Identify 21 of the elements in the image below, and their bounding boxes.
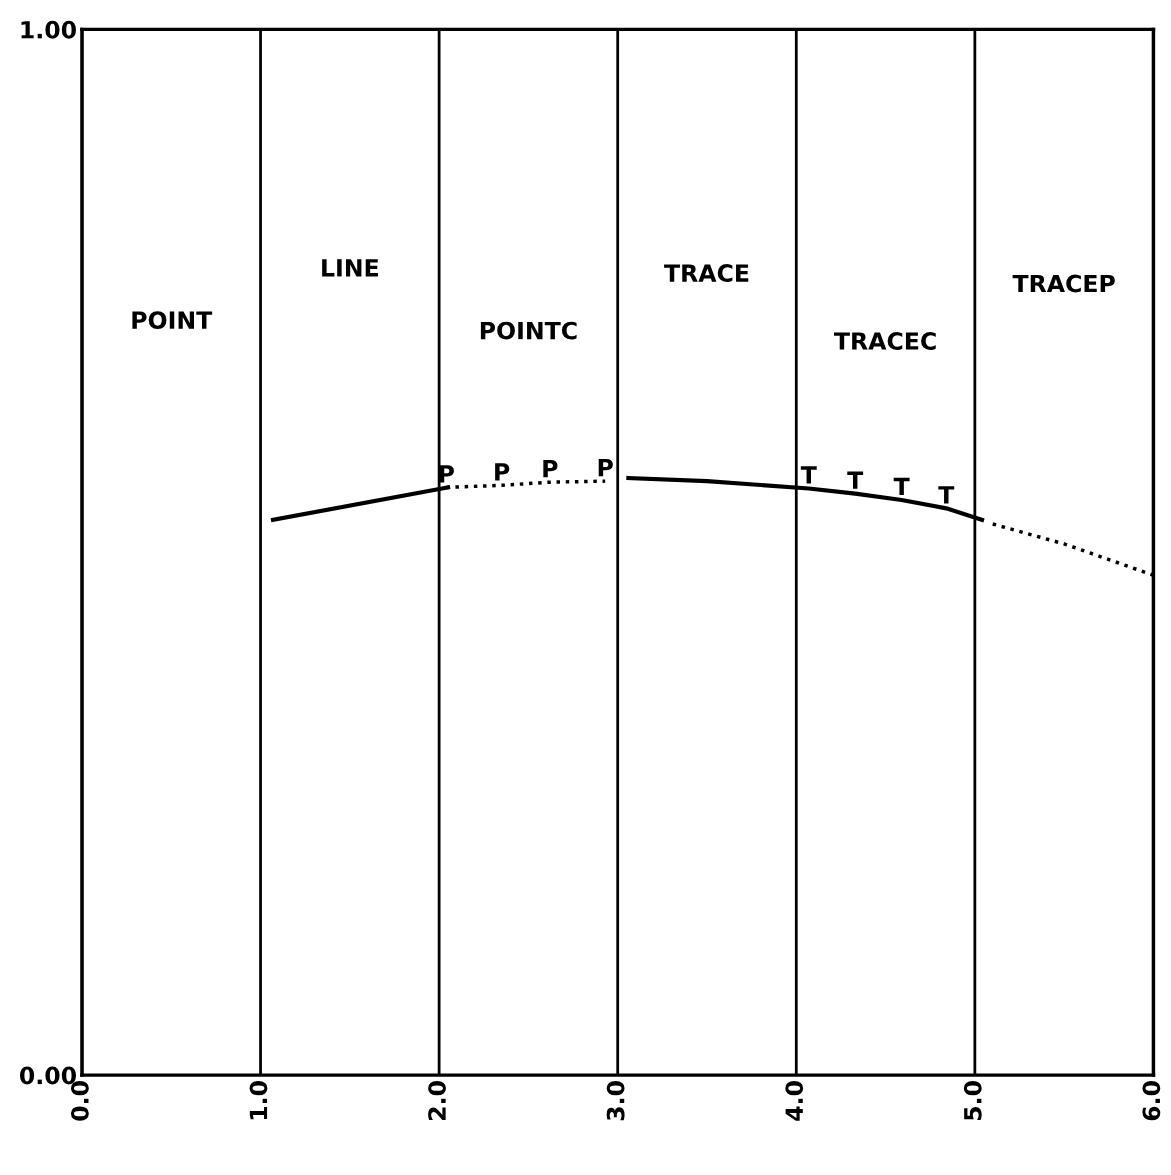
y-tick-label: 1.00 <box>21 20 76 39</box>
data-label: T <box>847 471 864 489</box>
data-label: P <box>543 460 558 478</box>
x-tick-label: 5.0 <box>963 1081 982 1120</box>
x-tick-label: 6.0 <box>1142 1081 1161 1121</box>
annotation: POINT <box>132 311 213 330</box>
x-tick-label: 1.0 <box>249 1081 268 1120</box>
annotation: TRACE <box>664 264 749 282</box>
data-label: T <box>893 477 910 496</box>
x-tick-label: 2.0 <box>428 1081 446 1120</box>
data-label: P <box>495 463 510 481</box>
data-label: T <box>938 486 955 504</box>
annotation: TRACEP <box>1012 274 1115 293</box>
x-tick-label: 4.0 <box>785 1081 804 1121</box>
annotation: LINE <box>322 259 378 277</box>
data-label: T <box>800 466 817 484</box>
x-tick-label: 3.0 <box>606 1081 625 1121</box>
annotation: POINTC <box>480 321 577 340</box>
data-label: P <box>439 465 454 483</box>
data-label: P <box>598 459 613 477</box>
annotation: TRACEC <box>834 332 936 350</box>
